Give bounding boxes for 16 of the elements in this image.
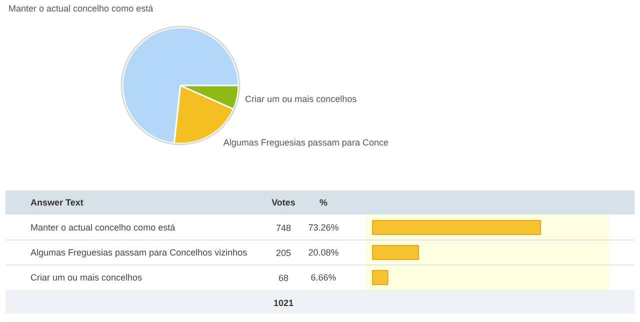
text: % xyxy=(320,198,328,208)
text: Votes xyxy=(272,198,296,208)
data-label: 73.26% xyxy=(308,222,339,232)
text: 748 xyxy=(276,223,292,233)
y-tick-label: Algumas Freguesias passam para Concelhos vizinhos xyxy=(30,248,248,258)
data-label: 20.08% xyxy=(308,248,339,258)
y-tick-label: Manter o actual concelho como está xyxy=(30,222,176,232)
slice-label: Manter o actual concelho como está xyxy=(8,3,154,14)
slice-label: Algumas Freguesias passam para Conce xyxy=(223,138,388,148)
y-tick-label: Criar um ou mais concelhos xyxy=(30,272,143,282)
slice-label: Criar um ou mais concelhos xyxy=(245,94,358,104)
text: Answer Text xyxy=(30,198,84,208)
text: 205 xyxy=(276,248,292,258)
data-label: 6.66% xyxy=(310,272,336,282)
text: 1021 xyxy=(273,298,294,308)
text: 68 xyxy=(278,273,289,283)
